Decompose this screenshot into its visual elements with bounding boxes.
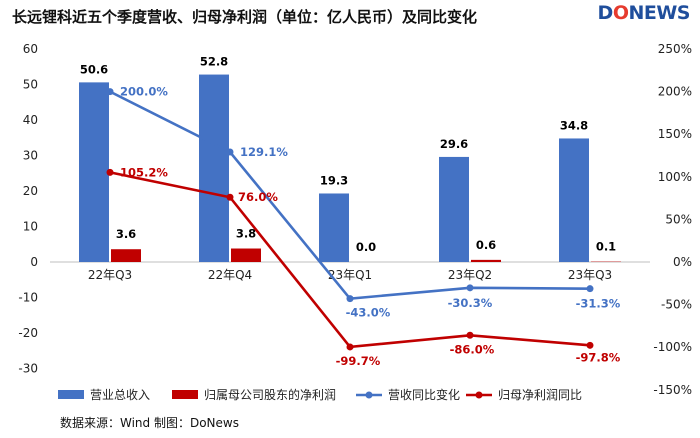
profit-yoy-point [466,331,474,339]
legend-profit-yoy-marker [475,391,483,399]
y-left-tick-label: 50 [23,78,38,92]
profit-data-label: 3.6 [116,227,136,241]
x-category-label: 22年Q4 [208,268,252,282]
legend-revenue-yoy-marker [365,391,373,399]
donews-logo: DONEWS [597,2,691,24]
x-category-label: 23年Q2 [448,268,492,282]
profit-yoy-point [346,343,354,351]
revenue-data-label: 34.8 [560,118,588,132]
y-left-tick-label: -20 [18,326,38,340]
revenue-yoy-point [346,295,354,303]
profit-yoy-data-label: 105.2% [120,165,168,179]
revenue-yoy-point [106,88,114,96]
profit-yoy-point [106,168,114,176]
profit-bar [231,248,261,262]
y-right-tick-label: -100% [653,340,692,354]
profit-yoy-line [109,171,591,349]
chart-title: 长远锂科近五个季度营收、归母净利润（单位：亿人民币）及同比变化 [12,8,478,26]
revenue-bar [559,138,589,262]
legend-revenue-yoy-label: 营收同比变化 [388,387,460,402]
revenue-data-label: 52.8 [200,55,228,69]
legend-profit-label: 归属母公司股东的净利润 [204,387,336,402]
revenue-yoy-data-label: 200.0% [120,85,168,99]
y-left-tick-label: 60 [23,42,38,56]
legend-revenue-swatch [58,390,84,399]
profit-yoy-data-label: 76.0% [238,190,278,204]
y-right-tick-label: 250% [658,42,692,56]
revenue-data-label: 19.3 [320,173,348,187]
revenue-yoy-point [466,284,474,292]
y-left-tick-label: 40 [23,113,38,127]
revenue-data-label: 29.6 [440,137,468,151]
profit-yoy-point [226,193,234,201]
y-right-tick-label: -50% [661,298,692,312]
source-note: 数据来源：Wind 制图：DoNews [60,416,239,430]
profit-bar [111,249,141,262]
legend-revenue-label: 营业总收入 [90,388,150,402]
legend-profit-yoy-label: 归母净利润同比 [498,388,582,402]
y-left-tick-label: 0 [30,255,38,269]
profit-data-label: 0.0 [356,240,376,254]
profit-data-label: 0.1 [596,240,616,254]
y-right-tick-label: 200% [658,85,692,99]
x-category-label: 23年Q1 [328,268,372,282]
revenue-data-label: 50.6 [80,62,108,76]
profit-yoy-point [586,341,594,349]
x-category-label: 22年Q3 [88,268,132,282]
revenue-yoy-data-label: 129.1% [240,145,288,159]
y-left-tick-label: -30 [18,362,38,376]
profit-yoy-data-label: -99.7% [336,354,381,368]
x-category-label: 23年Q3 [568,268,612,282]
y-right-tick-label: 100% [658,170,692,184]
y-left-tick-label: -10 [18,291,38,305]
legend-profit-swatch [172,390,198,399]
y-right-tick-label: -150% [653,383,692,397]
y-right-tick-label: 150% [658,127,692,141]
revenue-yoy-point [226,148,234,156]
revenue-bar [319,193,349,262]
profit-yoy-data-label: -97.8% [576,350,621,364]
revenue-bar [79,82,109,263]
revenue-bar [439,156,469,262]
revenue-yoy-data-label: -43.0% [346,306,391,320]
revenue-bar [199,74,229,262]
revenue-yoy-point [586,285,594,293]
y-left-tick-label: 30 [23,149,38,163]
revenue-yoy-data-label: -30.3% [448,296,493,310]
profit-data-label: 3.8 [236,227,256,241]
profit-yoy-data-label: -86.0% [450,342,495,356]
profit-data-label: 0.6 [476,238,496,252]
y-left-tick-label: 10 [23,220,38,234]
y-right-tick-label: 50% [665,212,692,226]
y-left-tick-label: 20 [23,184,38,198]
revenue-yoy-data-label: -31.3% [576,297,621,311]
profit-bar [471,259,501,262]
y-right-tick-label: 0% [673,255,692,269]
